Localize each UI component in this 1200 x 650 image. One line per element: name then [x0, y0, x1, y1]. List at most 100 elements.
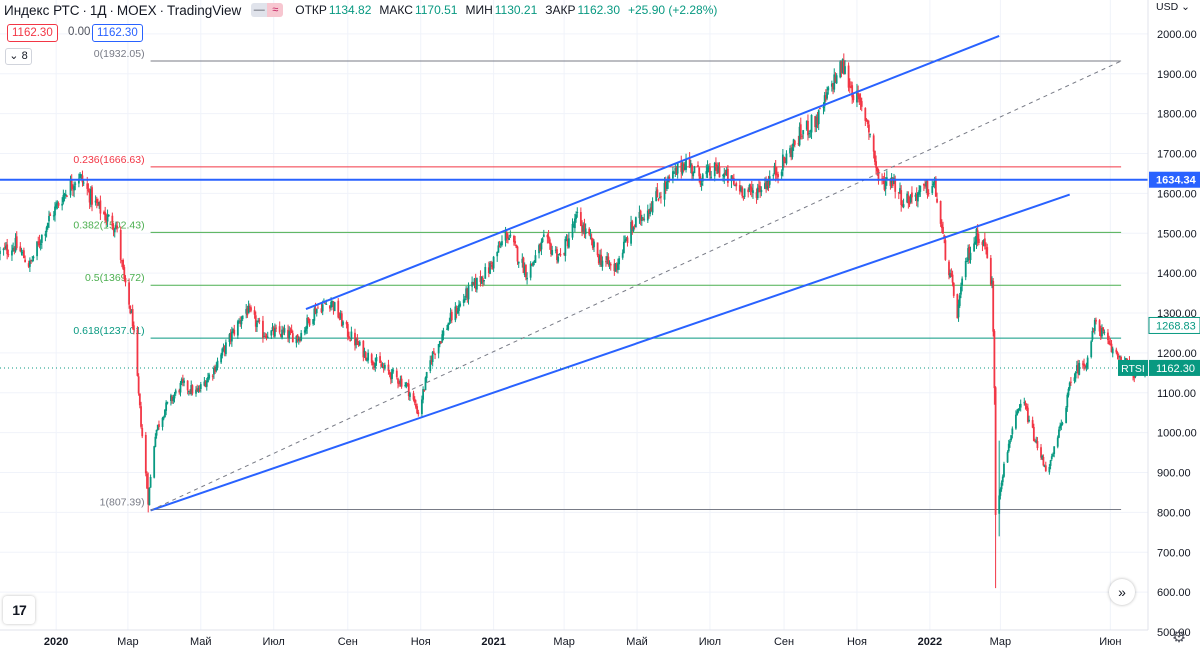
candle-body [848, 86, 851, 88]
candle-body [481, 278, 484, 282]
candle-body [991, 280, 993, 284]
approx-icon[interactable]: ≈ [267, 3, 284, 17]
candle-body [656, 189, 659, 198]
candle-body [783, 156, 785, 162]
candle-body [462, 299, 465, 303]
candle-body [819, 107, 821, 109]
candle-body [79, 173, 81, 178]
candle-body [179, 382, 182, 393]
candle-body [1065, 407, 1068, 423]
candle-body [456, 310, 459, 314]
candle-body [149, 477, 152, 488]
candle-body [266, 336, 269, 339]
candle-body [674, 168, 677, 171]
minus-icon[interactable]: — [251, 3, 268, 17]
fib-trend-dashed-line[interactable] [150, 60, 1122, 511]
candle-body [61, 203, 64, 206]
interval-label[interactable]: 1Д [89, 2, 107, 18]
candle-body [155, 429, 158, 436]
time-tick-label: Май [190, 636, 212, 648]
price-tick-label: 1100.00 [1157, 388, 1196, 400]
candle-body [883, 179, 886, 190]
gear-icon[interactable]: ⚙ [1171, 629, 1187, 646]
symbol-name[interactable]: Индекс РТС [4, 2, 80, 18]
candle-body [1085, 366, 1088, 368]
fibonacci-retracement[interactable]: 0(1932.05) 0.236(1666.63) 0.382(1502.43) 0.… [73, 48, 1122, 510]
candle-body [999, 489, 1002, 496]
change-value: +25.90 (+2.28%) [628, 3, 718, 17]
candle-body [792, 139, 795, 147]
candle-body [198, 389, 201, 391]
candle-body [141, 428, 144, 437]
candle-body [738, 185, 741, 192]
candle-body [447, 323, 450, 330]
upper-channel-line[interactable] [305, 34, 1000, 310]
candle-body [682, 163, 685, 171]
candle-body [931, 186, 934, 193]
candle-body [646, 210, 649, 221]
sell-button[interactable]: 1162.30 [7, 24, 58, 42]
candle-body [247, 305, 250, 314]
candle-body [164, 409, 166, 418]
candle-body [480, 276, 483, 284]
candle-body [1124, 358, 1127, 362]
candle-body [272, 327, 275, 336]
time-axis[interactable]: 2020 Мар Май Июл Сен Ноя 2021 Мар Май Июл Сен Ноя 20… [0, 629, 1148, 650]
scroll-to-realtime-icon[interactable]: » [1109, 579, 1135, 605]
candle-body [72, 186, 74, 190]
candle-body [657, 198, 660, 201]
candle-body [306, 317, 309, 329]
legend-sep: · [82, 2, 87, 18]
candle-body [566, 238, 569, 247]
trend-drawings[interactable] [0, 34, 1148, 512]
candle-body [705, 171, 708, 175]
candle-body [805, 120, 808, 130]
candle-body [815, 116, 818, 128]
candle-body [631, 221, 634, 230]
candle-body [899, 188, 901, 193]
candle-body [1018, 408, 1021, 410]
candle-body [977, 238, 980, 244]
candle-body [1025, 406, 1028, 409]
candle-body [412, 393, 415, 400]
candle-body [949, 273, 952, 278]
time-tick-label: Мар [553, 636, 575, 648]
candle-body [1133, 375, 1136, 379]
candle-body [842, 60, 845, 74]
candle-body [32, 256, 35, 259]
price-axis[interactable]: USD ⌄ 2000.00 1900.00 1800.00 1700.00 1600.00… [1118, 0, 1200, 650]
candle-body [332, 301, 335, 311]
fib-level-label: 1(807.39) [100, 496, 145, 508]
tradingview-logo-icon[interactable]: 17 [3, 596, 35, 624]
candle-body [52, 215, 55, 217]
candle-body [624, 239, 626, 243]
candle-body [1032, 426, 1035, 441]
candle-body [363, 350, 366, 356]
candle-body [21, 252, 24, 254]
candle-body [148, 487, 151, 506]
candle-body [507, 237, 509, 239]
indicators-toggle[interactable]: ⌄ 8 [5, 48, 32, 65]
candle-body [338, 316, 341, 319]
chart-legend: Индекс РТС · 1Д · MOEX · TradingView — ≈… [4, 1, 725, 19]
candle-body [908, 201, 911, 205]
time-tick-label: 2022 [918, 636, 942, 648]
candle-body [69, 180, 72, 196]
candle-body [827, 87, 830, 91]
candle-body [400, 378, 403, 387]
candle-body [199, 384, 202, 390]
candle-body [734, 184, 736, 186]
candle-body [707, 166, 710, 170]
candle-body [1024, 402, 1027, 406]
candle-body [548, 239, 551, 244]
candle-body [759, 185, 762, 193]
candle-body [1015, 414, 1017, 429]
buy-button[interactable]: 1162.30 [92, 24, 143, 42]
lower-channel-line[interactable] [150, 193, 1071, 512]
candle-body [431, 351, 434, 363]
candle-body [432, 351, 435, 353]
candle-body [767, 181, 770, 187]
candle-body [331, 300, 334, 304]
chart-style-toggle[interactable]: — ≈ [251, 3, 284, 17]
